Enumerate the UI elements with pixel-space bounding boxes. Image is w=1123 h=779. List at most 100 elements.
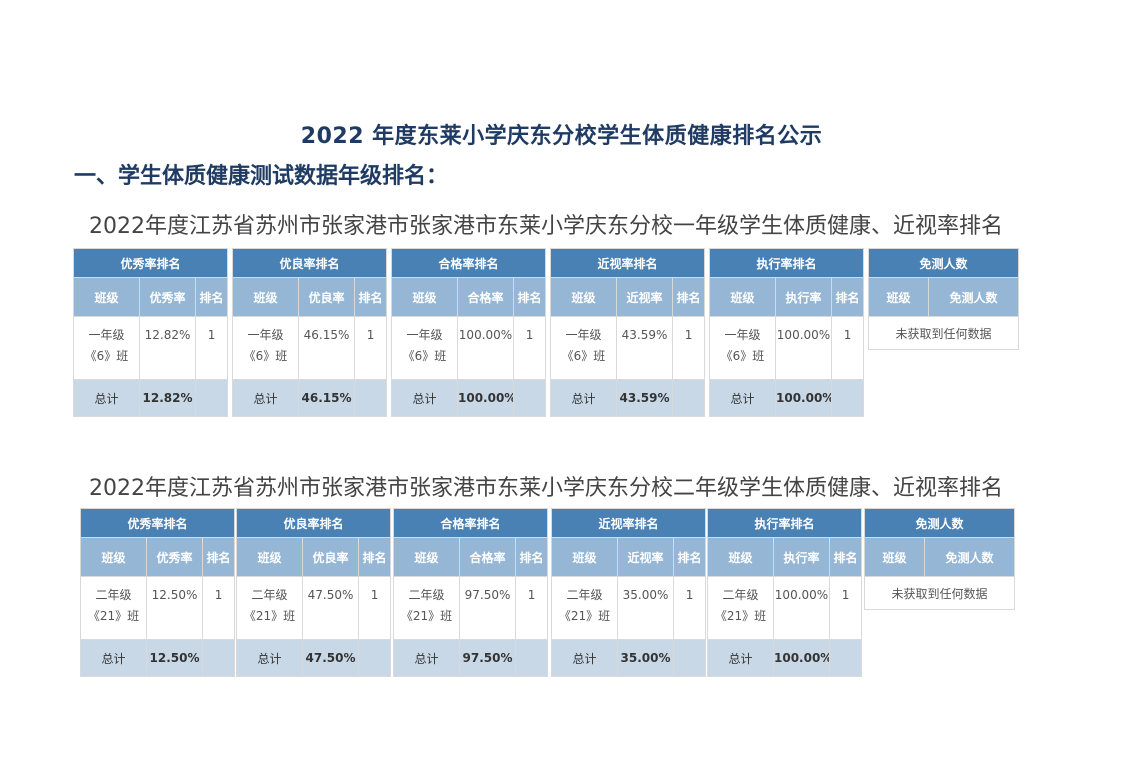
ranking-table: 近视率排名 班级 近视率 排名 二年级 《21》班 35.00% 1 总计 35.00% <box>550 508 707 677</box>
ranking-table-title: 优秀率排名 <box>72 248 229 278</box>
exempt-count-column-header: 免测人数 <box>927 277 1020 317</box>
doc-title: 2022 年度东莱小学庆东分校学生体质健康排名公示 <box>300 124 823 149</box>
ranking-table: 执行率排名 班级 执行率 排名 一年级 《6》班 100.00% 1 总计 100.00% <box>708 248 865 417</box>
total-row: 总计 43.59% <box>550 379 706 417</box>
rate-column-header: 优良率 <box>302 537 359 577</box>
ranking-table-title: 执行率排名 <box>708 248 865 278</box>
class-cell: 二年级 《21》班 <box>707 576 774 640</box>
rank-column-header: 排名 <box>357 537 392 577</box>
section-heading: 一、学生体质健康测试数据年级排名： <box>74 164 449 189</box>
ranking-table-title: 近视率排名 <box>549 248 706 278</box>
class-column-header: 班级 <box>868 277 929 317</box>
rank-cell: 1 <box>671 316 706 380</box>
total-value: 43.59% <box>616 379 673 417</box>
rank-cell: 1 <box>357 576 392 640</box>
exempt-table-title: 免测人数 <box>867 248 1020 278</box>
ranking-table-title: 执行率排名 <box>706 508 863 538</box>
total-label: 总计 <box>709 379 776 417</box>
total-value: 47.50% <box>302 639 359 677</box>
table-row: 二年级 《21》班 35.00% 1 <box>551 576 707 640</box>
total-row: 总计 97.50% <box>393 639 549 677</box>
rate-cell: 100.00% <box>775 316 832 380</box>
rate-column-header: 执行率 <box>773 537 830 577</box>
empty-message: 未获取到任何数据 <box>867 316 1020 350</box>
table-row: 一年级 《6》班 46.15% 1 <box>232 316 388 380</box>
class-cell: 一年级 《6》班 <box>709 316 776 380</box>
total-label: 总计 <box>550 379 617 417</box>
exempt-table: 免测人数 班级 免测人数 未获取到任何数据 <box>867 248 1020 350</box>
class-number: 《21》班 <box>558 609 611 623</box>
ranking-table-title: 优良率排名 <box>235 508 392 538</box>
total-empty-cell <box>357 639 392 677</box>
class-column-header: 班级 <box>73 277 140 317</box>
exempt-count-column-header: 免测人数 <box>923 537 1016 577</box>
class-column-header: 班级 <box>80 537 147 577</box>
total-row: 总计 46.15% <box>232 379 388 417</box>
class-column-header: 班级 <box>864 537 925 577</box>
class-grade: 二年级 <box>95 588 132 602</box>
class-number: 《21》班 <box>87 609 140 623</box>
rank-cell: 1 <box>828 576 863 640</box>
table-row: 二年级 《21》班 97.50% 1 <box>393 576 549 640</box>
class-cell: 一年级 《6》班 <box>73 316 140 380</box>
total-label: 总计 <box>391 379 458 417</box>
class-number: 《6》班 <box>243 349 288 363</box>
table-row: 一年级 《6》班 100.00% 1 <box>709 316 865 380</box>
ranking-table: 优良率排名 班级 优良率 排名 二年级 《21》班 47.50% 1 总计 47.50% <box>235 508 392 677</box>
class-grade: 二年级 <box>251 588 288 602</box>
rank-column-header: 排名 <box>353 277 388 317</box>
ranking-table-title: 优良率排名 <box>231 248 388 278</box>
rate-cell: 46.15% <box>298 316 355 380</box>
rate-cell: 35.00% <box>617 576 674 640</box>
rate-cell: 12.82% <box>139 316 196 380</box>
class-number: 《6》班 <box>720 349 765 363</box>
class-column-header: 班级 <box>393 537 460 577</box>
table-row: 二年级 《21》班 47.50% 1 <box>236 576 392 640</box>
grade-block-title: 2022年度江苏省苏州市张家港市张家港市东莱小学庆东分校二年级学生体质健康、近视… <box>89 476 1003 501</box>
rate-cell: 97.50% <box>459 576 516 640</box>
class-column-header: 班级 <box>707 537 774 577</box>
total-value: 12.82% <box>139 379 196 417</box>
total-value: 12.50% <box>146 639 203 677</box>
total-value: 100.00% <box>457 379 514 417</box>
ranking-table: 优良率排名 班级 优良率 排名 一年级 《6》班 46.15% 1 总计 46.15% <box>231 248 388 417</box>
rate-column-header: 优秀率 <box>139 277 196 317</box>
rate-cell: 100.00% <box>457 316 514 380</box>
total-label: 总计 <box>393 639 460 677</box>
total-row: 总计 12.50% <box>80 639 236 677</box>
rate-column-header: 优良率 <box>298 277 355 317</box>
class-cell: 一年级《6》班 <box>232 316 299 380</box>
rate-column-header: 近视率 <box>617 537 674 577</box>
ranking-table-title: 优秀率排名 <box>79 508 236 538</box>
class-column-header: 班级 <box>550 277 617 317</box>
rank-cell: 1 <box>353 316 388 380</box>
rank-column-header: 排名 <box>830 277 865 317</box>
total-value: 35.00% <box>617 639 674 677</box>
rank-cell: 1 <box>514 576 549 640</box>
ranking-table-title: 合格率排名 <box>392 508 549 538</box>
rate-cell: 47.50% <box>302 576 359 640</box>
total-value: 100.00% <box>775 379 832 417</box>
total-label: 总计 <box>232 379 299 417</box>
class-column-header: 班级 <box>391 277 458 317</box>
total-empty-cell <box>828 639 863 677</box>
total-label: 总计 <box>551 639 618 677</box>
total-label: 总计 <box>707 639 774 677</box>
rank-column-header: 排名 <box>194 277 229 317</box>
class-number: 《6》班 <box>561 349 606 363</box>
class-column-header: 班级 <box>236 537 303 577</box>
rate-column-header: 合格率 <box>457 277 514 317</box>
ranking-table-title: 近视率排名 <box>550 508 707 538</box>
class-cell: 一年级 《6》班 <box>550 316 617 380</box>
rank-column-header: 排名 <box>514 537 549 577</box>
total-empty-cell <box>512 379 547 417</box>
class-grade: 一年级 <box>247 328 284 342</box>
class-grade: 一年级 <box>406 328 443 342</box>
total-row: 总计 100.00% <box>709 379 865 417</box>
class-number: 《21》班 <box>400 609 453 623</box>
ranking-table: 近视率排名 班级 近视率 排名 一年级 《6》班 43.59% 1 总计 43.59% <box>549 248 706 417</box>
total-value: 97.50% <box>459 639 516 677</box>
total-empty-cell <box>201 639 236 677</box>
total-empty-cell <box>672 639 707 677</box>
class-cell: 一年级 《6》班 <box>391 316 458 380</box>
